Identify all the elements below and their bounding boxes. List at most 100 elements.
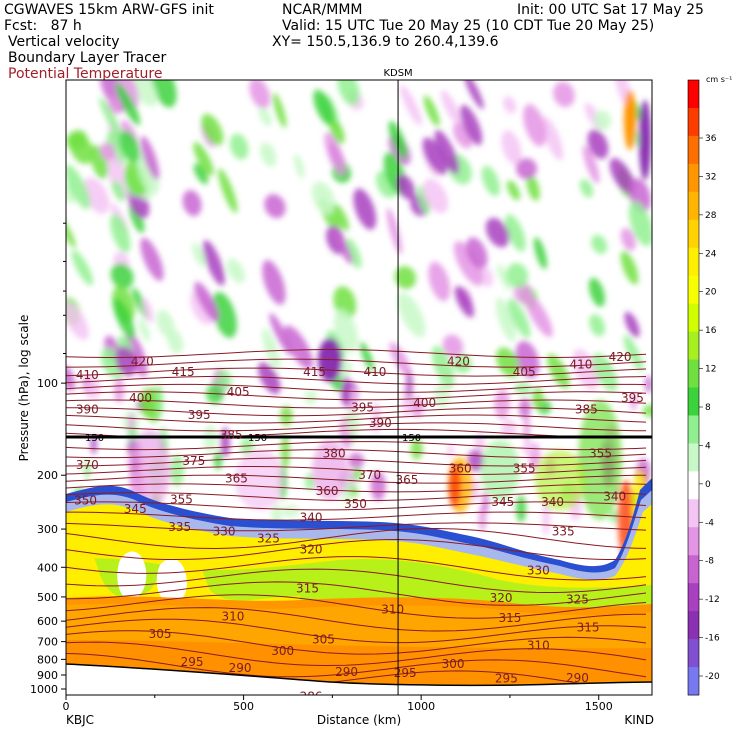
isentrope-label: 295: [181, 655, 204, 669]
colorbar-swatch: [688, 80, 699, 109]
isentrope-label: 355: [589, 447, 612, 461]
isentrope-label: 415: [172, 365, 195, 379]
colorbar-swatch: [688, 471, 699, 500]
isentrope-label: 420: [609, 350, 632, 364]
isentrope-label: 390: [369, 416, 392, 430]
isentrope-label: 365: [395, 473, 418, 487]
isentrope: [66, 376, 647, 386]
isentrope: [66, 414, 647, 424]
y-tick-label: 700: [37, 636, 58, 649]
isentrope-label: 395: [621, 391, 644, 405]
station-left: KBJC: [66, 713, 94, 727]
isentrope: [66, 457, 647, 467]
isentrope-label: 405: [227, 385, 250, 399]
colorbar-swatch: [688, 331, 699, 361]
colorbar-label: 12: [705, 365, 716, 375]
colorbar-swatch: [688, 275, 699, 305]
tropopause-label-center: 150: [248, 433, 267, 444]
isentrope: [66, 449, 647, 459]
isentrope-label: 400: [129, 391, 152, 405]
isentrope: [66, 641, 647, 667]
isentrope-label: 355: [513, 461, 536, 475]
isentrope: [66, 522, 647, 532]
isentrope: [66, 407, 647, 417]
isentrope-label: 290: [566, 671, 589, 685]
isentrope-label: 390: [76, 403, 99, 417]
colorbar-swatch: [688, 247, 699, 277]
colorbar-label: 4: [705, 441, 711, 451]
y-tick-label: 500: [37, 591, 58, 604]
isentrope: [66, 474, 647, 484]
isentrope: [66, 653, 647, 678]
colorbar-label: -12: [705, 595, 720, 605]
colorbar-swatch: [688, 107, 699, 137]
x-axis: 0 500 1000 1500: [63, 695, 613, 713]
isentrope-label: 310: [527, 638, 550, 652]
isentrope-label: 370: [76, 458, 99, 472]
tropopause-label-right: 150: [402, 433, 421, 444]
plot-area: 420 415 415 410 420 405 410 420 410 400 405 395 400 3…: [66, 80, 652, 695]
isentrope-label: 300: [271, 644, 294, 658]
colorbar-swatch: [688, 191, 699, 221]
isentrope-label: 360: [449, 461, 472, 475]
isentrope: [66, 568, 647, 593]
x-tick-label: 0: [63, 700, 70, 713]
isentrope: [66, 607, 647, 632]
isentrope-label: 325: [566, 593, 589, 607]
isentrope-label: 420: [131, 355, 154, 369]
field-boundary-layer-tracer: Boundary Layer Tracer: [8, 50, 167, 66]
isentrope-label: 345: [491, 495, 514, 509]
y-tick-label: 600: [37, 615, 58, 628]
colorbar-swatch: [688, 583, 699, 612]
isentrope-label: 395: [351, 400, 374, 414]
isentrope-label: 315: [498, 611, 521, 625]
colorbar-label: 0: [705, 480, 711, 490]
isentrope: [66, 511, 647, 521]
org-label: NCAR/MMM: [282, 2, 363, 18]
isentrope: [66, 630, 647, 655]
isentrope: [66, 383, 647, 393]
isentrope-label: 380: [323, 447, 346, 461]
isentrope-label: 295: [495, 672, 518, 686]
isentrope-label: 365: [225, 471, 248, 485]
y-tick-label: 1000: [30, 683, 58, 696]
colorbar-swatch: [688, 555, 699, 584]
isentrope: [66, 422, 647, 432]
isentrope-label: 345: [124, 502, 147, 516]
potential-temperature-contours: [66, 349, 647, 693]
colorbar-label: 24: [705, 249, 717, 259]
colorbar-label: 36: [705, 134, 717, 144]
isentrope: [66, 581, 647, 606]
colorbar-label: -16: [705, 634, 720, 644]
colorbar-swatch: [688, 415, 699, 444]
isentrope: [66, 528, 647, 550]
colorbar-swatch: [688, 135, 699, 165]
isentrope-label: 335: [168, 520, 191, 534]
isentrope: [66, 466, 647, 475]
colorbar-swatch: [688, 499, 699, 528]
isentrope-label: 360: [316, 484, 339, 498]
colorbar-swatch: [688, 219, 699, 249]
colorbar-label: 32: [705, 172, 716, 182]
colorbar-label: -8: [705, 557, 714, 567]
colorbar-swatch: [688, 443, 699, 472]
terrain: [66, 664, 652, 695]
isentrope-label: 320: [490, 591, 513, 605]
isentrope-label: 310: [381, 603, 404, 617]
colorbar-swatch: [688, 611, 699, 640]
y-tick-label: 100: [37, 377, 58, 390]
cross-section-xy: XY= 150.5,136.9 to 260.4,139.6: [272, 34, 499, 50]
isentrope-label: 415: [303, 365, 326, 379]
init-time: Init: 00 UTC Sat 17 May 25: [517, 2, 704, 18]
x-tick-label: 500: [233, 700, 254, 713]
colorbar-swatch: [688, 387, 699, 416]
y-tick-label: 400: [37, 561, 58, 574]
isentrope-label: 405: [513, 365, 536, 379]
isentrope-label: 310: [221, 610, 244, 624]
isentrope: [66, 349, 647, 358]
isentrope-label: 385: [575, 403, 598, 417]
isentrope-label: 305: [312, 633, 335, 647]
colorbar-swatch: [688, 359, 699, 388]
isentrope-label: 295: [394, 666, 417, 680]
